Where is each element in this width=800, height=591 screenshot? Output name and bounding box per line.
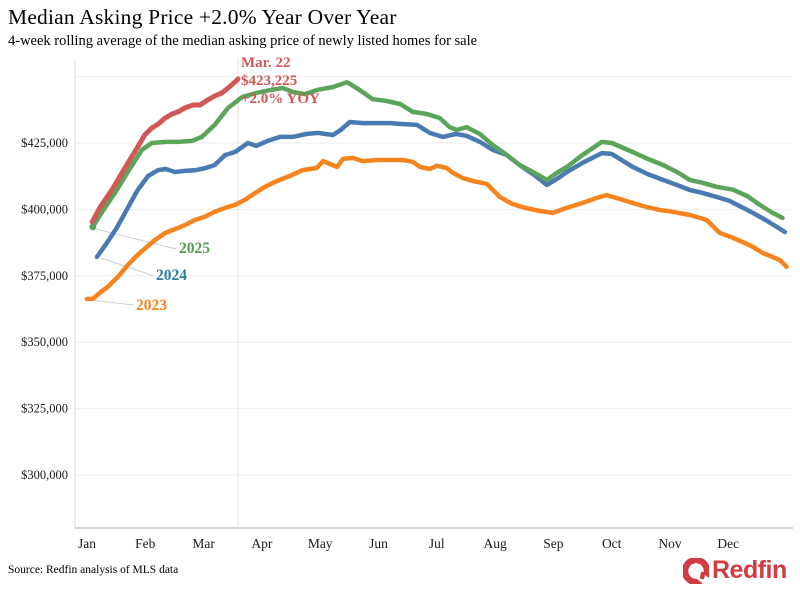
- redfin-logo: Redfin: [683, 556, 787, 585]
- month-label: Mar: [192, 536, 215, 551]
- annotation-date: Mar. 22: [241, 55, 291, 71]
- month-label: Jul: [429, 536, 445, 551]
- gridlines: [75, 76, 793, 476]
- legend-label-2023: 2023: [136, 297, 167, 314]
- series-line-2024: [94, 119, 788, 260]
- series-start-dot-2025: [89, 223, 97, 231]
- y-tick-label: $350,000: [21, 335, 68, 349]
- month-label: Jan: [78, 536, 96, 551]
- y-tick-label: $300,000: [21, 468, 68, 482]
- source-note: Source: Redfin analysis of MLS data: [8, 564, 179, 576]
- legend-label-2025: 2025: [179, 240, 210, 257]
- y-tick-label: $375,000: [21, 269, 68, 283]
- month-label: Jun: [369, 536, 388, 551]
- month-label: Sep: [543, 536, 564, 551]
- month-label: Dec: [717, 536, 739, 551]
- chart-subtitle: 4-week rolling average of the median ask…: [8, 33, 478, 49]
- series-line-2025: [90, 79, 785, 230]
- month-label: Oct: [602, 536, 622, 551]
- chart-title: Median Asking Price +2.0% Year Over Year: [8, 5, 397, 29]
- series-line-highlight-ytd: [89, 76, 241, 225]
- y-tick-label: $325,000: [21, 402, 68, 416]
- y-tick-label: $425,000: [21, 136, 68, 150]
- legend-label-2024: 2024: [156, 267, 187, 284]
- annotation-value: $423,225: [241, 73, 298, 89]
- month-label: Nov: [658, 536, 681, 551]
- month-label: May: [308, 536, 333, 551]
- y-axis-tick-labels: $425,000 $400,000 $375,000 $350,000 $325,000…: [21, 136, 68, 482]
- redfin-door-icon: [683, 557, 709, 584]
- x-axis-tick-labels: Jan Feb Mar Apr May Jun Jul Aug Sep Oct Nov Dec: [78, 536, 739, 551]
- month-label: Apr: [251, 536, 272, 551]
- month-label: Aug: [483, 536, 506, 551]
- y-tick-label: $400,000: [21, 202, 68, 216]
- month-label: Feb: [135, 536, 156, 551]
- annotation-yoy: +2.0% YOY: [241, 91, 320, 107]
- series-line-2023: [84, 155, 789, 302]
- redfin-wordmark: Redfin: [712, 556, 787, 584]
